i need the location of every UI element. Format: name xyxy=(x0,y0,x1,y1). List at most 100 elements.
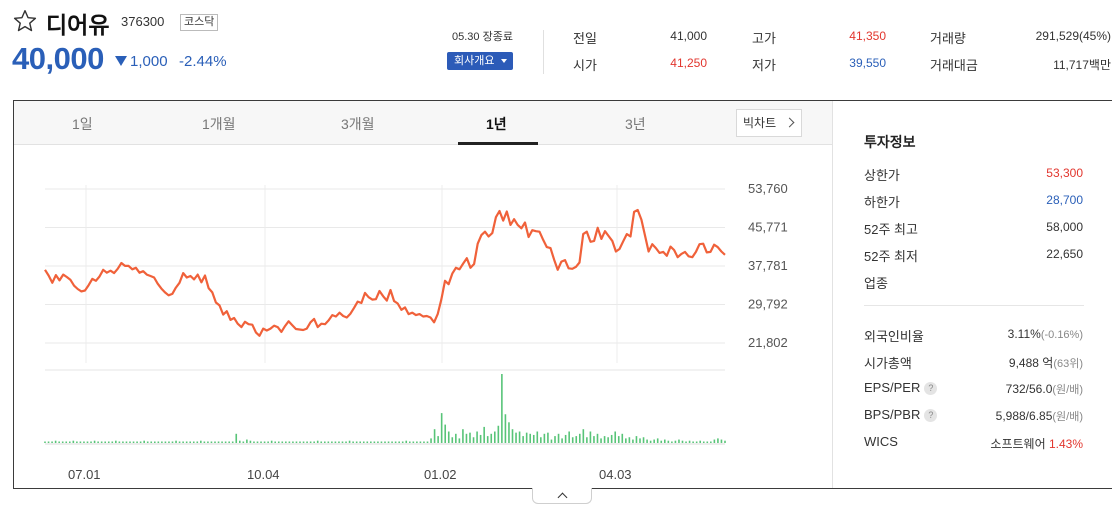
wics-sector[interactable]: 소프트웨어 xyxy=(990,437,1046,451)
volume-bar xyxy=(171,441,174,443)
period-tabs: 1일 1개월 3개월 1년 3년 빅차트 xyxy=(14,101,832,145)
collapse-button[interactable] xyxy=(532,488,592,504)
caret-down-icon xyxy=(501,59,507,63)
tab-1year[interactable]: 1년 xyxy=(486,116,507,132)
volume-bar xyxy=(107,441,110,443)
bps-pbr-label[interactable]: BPS/PBR? xyxy=(864,407,938,422)
foreign-ratio-label: 외국인비율 xyxy=(864,329,924,344)
volume-bar xyxy=(614,431,617,443)
current-price: 40,000 xyxy=(12,41,104,76)
volume-bar xyxy=(713,439,716,443)
volume-bar xyxy=(302,441,305,443)
y-tick-label: 29,792 xyxy=(748,297,788,312)
stat-label-low: 저가 xyxy=(752,58,776,73)
volume-bar xyxy=(717,438,719,443)
volume-bar xyxy=(185,441,188,443)
volume-bar xyxy=(486,436,489,443)
volume-bar xyxy=(603,436,606,443)
volume-bar xyxy=(260,441,262,443)
x-tick-label: 10.04 xyxy=(247,467,280,482)
eps-per-number: 732/56.0 xyxy=(1005,382,1053,396)
invest-info-panel: 투자정보 상한가 53,300 하한가 28,700 52주 최고 58,000… xyxy=(832,101,1112,488)
volume-bar xyxy=(674,440,677,443)
volume-bar xyxy=(373,441,376,443)
upper-limit-label: 상한가 xyxy=(864,168,900,183)
divider xyxy=(864,305,1084,306)
tab-3month[interactable]: 3개월 xyxy=(341,116,375,132)
volume-bar xyxy=(692,441,694,443)
volume-bar xyxy=(221,441,223,443)
stat-value-prev-close: 41,000 xyxy=(670,29,707,43)
stat-label-high: 고가 xyxy=(752,31,776,46)
foreign-ratio-value: 3.11%(-0.16%) xyxy=(1008,327,1083,341)
volume-bar xyxy=(196,441,199,443)
volume-bar xyxy=(146,441,149,443)
tab-1day[interactable]: 1일 xyxy=(72,116,93,132)
invest-info-title: 투자정보 xyxy=(864,134,916,150)
volume-bar xyxy=(462,429,464,443)
volume-bar xyxy=(688,440,691,443)
eps-per-label[interactable]: EPS/PER? xyxy=(864,380,938,395)
volume-bar xyxy=(281,441,284,443)
stat-label-open: 시가 xyxy=(573,58,597,73)
volume-bar xyxy=(384,441,386,443)
volume-bar xyxy=(564,434,567,443)
volume-bar xyxy=(153,441,156,443)
company-overview-button[interactable]: 회사개요 xyxy=(447,52,513,70)
volume-bar xyxy=(607,437,609,443)
volume-bar xyxy=(550,439,553,443)
volume-bar xyxy=(536,431,539,443)
bps-pbr-value: 5,988/6.85(원/배) xyxy=(996,408,1083,424)
tab-1month[interactable]: 1개월 xyxy=(202,116,236,132)
week52-low-label: 52주 최저 xyxy=(864,249,918,264)
volume-bar xyxy=(440,413,443,443)
volume-bar xyxy=(362,441,365,443)
volume-bar xyxy=(681,440,684,443)
volume-bar xyxy=(97,441,99,443)
price-change-rate: -2.44% xyxy=(179,53,227,70)
tab-3year[interactable]: 3년 xyxy=(625,116,646,132)
volume-bar xyxy=(306,441,308,443)
volume-bar xyxy=(469,432,471,443)
volume-bar xyxy=(143,440,145,443)
volume-bar xyxy=(493,431,496,443)
volume-bar xyxy=(451,437,454,443)
volume-bar xyxy=(58,441,60,443)
volume-bar xyxy=(586,437,588,443)
volume-bar xyxy=(111,441,114,443)
volume-bar xyxy=(479,434,482,443)
volume-bar xyxy=(476,431,478,443)
volume-bar xyxy=(125,441,128,443)
stock-code: 376300 xyxy=(121,14,165,29)
volume-bar xyxy=(695,441,698,443)
week52-low-value: 22,650 xyxy=(1046,247,1083,261)
volume-bar xyxy=(455,433,457,443)
volume-bar xyxy=(72,440,75,443)
help-icon[interactable]: ? xyxy=(924,409,938,422)
volume-bar xyxy=(430,438,432,443)
volume-bar xyxy=(578,433,581,443)
volume-bar xyxy=(511,429,514,443)
help-icon[interactable]: ? xyxy=(924,382,938,395)
volume-bar xyxy=(309,441,312,443)
volume-bar xyxy=(408,441,411,443)
volume-bar xyxy=(571,437,574,443)
volume-bar xyxy=(412,441,415,443)
volume-bar xyxy=(532,434,535,443)
volume-bar xyxy=(100,441,103,443)
wics-label: WICS xyxy=(864,434,898,449)
favorite-star-icon[interactable] xyxy=(12,8,38,34)
industry-label: 업종 xyxy=(864,276,888,291)
big-chart-button[interactable]: 빅차트 xyxy=(736,109,802,137)
eps-per-unit: (원/배) xyxy=(1052,384,1083,396)
chevron-up-icon xyxy=(557,492,568,503)
volume-bar xyxy=(203,441,206,443)
volume-bar xyxy=(242,441,245,443)
volume-bar xyxy=(93,440,96,443)
volume-bar xyxy=(501,374,503,443)
divider xyxy=(543,30,544,74)
volume-bar xyxy=(217,441,220,443)
volume-bar xyxy=(76,441,78,443)
volume-bar xyxy=(472,437,475,443)
volume-bar xyxy=(200,440,202,443)
